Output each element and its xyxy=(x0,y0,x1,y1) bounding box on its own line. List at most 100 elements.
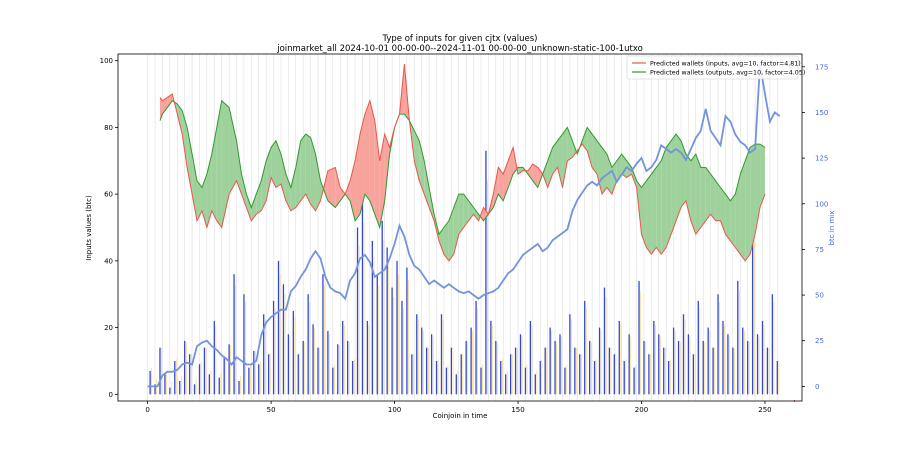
y2-tick-label: 25 xyxy=(815,337,824,345)
wallet-diff-fill xyxy=(266,147,272,201)
wallet-diff-fill xyxy=(453,194,459,255)
x-tick-label: 200 xyxy=(635,406,648,414)
x-axis-label: Coinjoin in time xyxy=(433,412,488,420)
wallet-diff-fill xyxy=(229,107,237,195)
wallet-diff-fill xyxy=(631,167,637,188)
wallet-diff-fill xyxy=(285,174,291,211)
wallet-diff-fill xyxy=(424,160,430,208)
wallet-diff-fill xyxy=(246,194,252,221)
wallet-diff-fill xyxy=(458,194,464,235)
wallet-diff-fill xyxy=(216,100,222,228)
wallet-diff-fill xyxy=(364,100,370,201)
wallet-diff-fill xyxy=(192,154,198,221)
legend-box xyxy=(626,55,799,80)
wallet-diff-fill xyxy=(414,130,420,181)
series-btc-in-mix-line xyxy=(147,64,781,388)
y-axis: 0 20 40 60 80 100 xyxy=(100,57,118,399)
wallet-diff-fill xyxy=(473,207,479,221)
wallet-diff-fill xyxy=(572,140,577,158)
wallet-diff-fill xyxy=(197,180,202,221)
wallet-diff-fill xyxy=(587,127,593,168)
wallet-diff-fill xyxy=(498,167,504,201)
wallet-diff-fill xyxy=(582,127,588,151)
y-tick-label: 0 xyxy=(109,391,113,399)
fill-layer xyxy=(159,64,765,261)
wallet-diff-fill xyxy=(661,147,667,255)
bars-layer xyxy=(149,150,780,395)
series-outputs-line xyxy=(159,99,766,236)
wallet-diff-fill xyxy=(350,160,356,221)
wallet-diff-fill xyxy=(327,167,336,208)
wallet-diff-fill xyxy=(468,200,474,221)
x-axis: 0 50 100 150 200 250 xyxy=(145,401,772,414)
chart-title: Type of inputs for given cjtx (values) xyxy=(382,34,538,44)
wallet-diff-fill xyxy=(592,134,598,175)
y2-tick-label: 175 xyxy=(815,63,828,71)
wallet-diff-fill xyxy=(261,160,267,211)
wallet-diff-fill xyxy=(651,167,657,255)
wallet-diff-fill xyxy=(518,167,523,175)
wallet-diff-fill xyxy=(705,167,711,221)
line-layer xyxy=(147,63,796,402)
wallet-diff-fill xyxy=(601,147,607,195)
series-inputs-line xyxy=(159,63,766,262)
wallet-diff-fill xyxy=(493,167,499,208)
wallet-diff-fill xyxy=(256,180,262,215)
wallet-diff-fill xyxy=(448,207,454,261)
wallet-diff-fill xyxy=(725,194,731,241)
wallet-diff-fill xyxy=(221,100,230,228)
wallet-diff-fill xyxy=(740,160,746,261)
wallet-diff-fill xyxy=(616,154,622,181)
wallet-diff-fill xyxy=(562,127,568,188)
wallet-diff-fill xyxy=(323,170,328,201)
wallet-diff-fill xyxy=(676,134,682,221)
y2-tick-label: 100 xyxy=(815,200,828,208)
wallet-diff-fill xyxy=(271,140,277,188)
y-tick-label: 100 xyxy=(100,57,113,65)
wallet-diff-fill xyxy=(503,160,509,201)
y-axis-label: Inputs values (btc) xyxy=(85,195,93,261)
wallet-diff-fill xyxy=(162,97,168,115)
x-tick-label: 150 xyxy=(511,406,524,414)
y2-tick-label: 50 xyxy=(815,292,824,300)
wallet-diff-fill xyxy=(241,174,247,208)
y2-tick-label: 125 xyxy=(815,155,828,163)
y2-tick-label: 0 xyxy=(815,383,819,391)
wallet-diff-fill xyxy=(315,154,321,211)
wallet-diff-fill xyxy=(730,194,736,248)
wallet-diff-fill xyxy=(695,154,701,235)
wallet-diff-fill xyxy=(463,194,469,228)
wallet-diff-fill xyxy=(384,134,390,201)
wallet-diff-fill xyxy=(720,187,726,235)
wallet-diff-fill xyxy=(300,134,306,201)
wallet-diff-fill xyxy=(251,194,257,221)
x-tick-label: 100 xyxy=(388,406,401,414)
wallet-diff-fill xyxy=(532,164,538,188)
wallet-diff-fill xyxy=(542,160,548,188)
wallet-diff-fill xyxy=(290,167,296,211)
x-tick-label: 250 xyxy=(758,406,771,414)
wallet-diff-fill xyxy=(236,140,242,195)
wallet-diff-fill xyxy=(187,127,193,195)
y2-tick-label: 75 xyxy=(815,246,824,254)
x-tick-label: 0 xyxy=(145,406,149,414)
wallet-diff-fill xyxy=(552,140,558,175)
y2-axis: 0 25 50 75 100 125 150 175 xyxy=(802,63,828,391)
wallet-diff-fill xyxy=(690,154,696,235)
y-tick-label: 40 xyxy=(104,257,113,265)
wallet-diff-fill xyxy=(335,167,341,208)
wallet-diff-fill xyxy=(656,160,662,255)
wallet-diff-fill xyxy=(715,180,721,221)
wallet-diff-fill xyxy=(295,140,301,208)
wallet-diff-fill xyxy=(280,154,286,201)
legend: Predicted wallets (inputs, avg=10, facto… xyxy=(626,55,805,80)
wallet-diff-fill xyxy=(735,174,741,255)
y-tick-label: 80 xyxy=(104,124,113,132)
wallet-diff-fill xyxy=(310,137,316,211)
wallet-diff-fill xyxy=(557,134,563,188)
y-tick-label: 20 xyxy=(104,324,113,332)
wallet-diff-fill xyxy=(276,140,281,188)
wallet-diff-fill xyxy=(443,220,449,261)
